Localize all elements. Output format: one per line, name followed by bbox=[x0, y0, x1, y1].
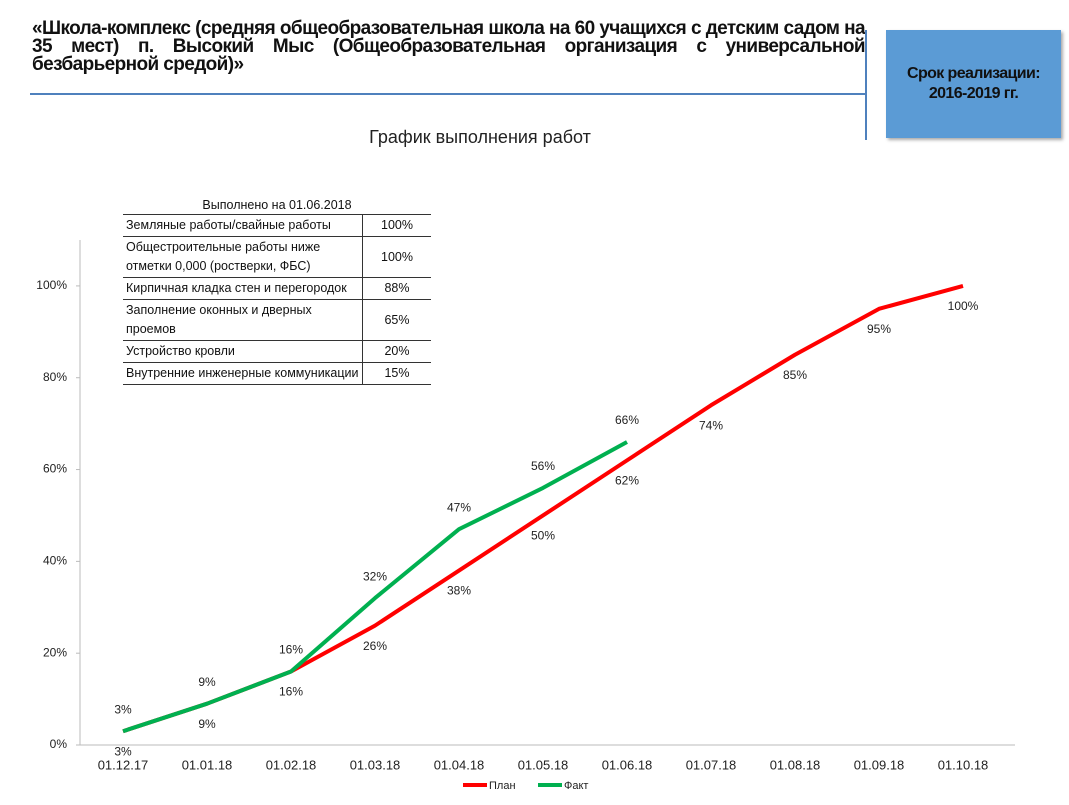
title-divider bbox=[865, 30, 867, 140]
data-label: 95% bbox=[867, 322, 891, 336]
x-tick-label: 01.03.18 bbox=[350, 757, 401, 772]
data-label: 32% bbox=[363, 569, 387, 583]
data-label: 16% bbox=[279, 685, 303, 699]
data-label: 100% bbox=[948, 299, 979, 313]
table: Земляные работы/свайные работы 100% Общест… bbox=[123, 214, 431, 385]
data-label: 9% bbox=[198, 675, 216, 689]
x-tick-label: 01.05.18 bbox=[518, 757, 569, 772]
data-label: 9% bbox=[198, 717, 216, 731]
table-value: 100% bbox=[362, 214, 431, 237]
table-row: Общестроительные работы ниже отметки 0,0… bbox=[123, 236, 431, 278]
data-label: 62% bbox=[615, 474, 639, 488]
y-tick-label: 80% bbox=[43, 370, 67, 384]
data-label: 16% bbox=[279, 643, 303, 657]
table-item: Устройство кровли bbox=[123, 340, 363, 363]
legend-label: Факт bbox=[564, 780, 588, 792]
y-tick-label: 40% bbox=[43, 554, 67, 568]
table-item: Внутренние инженерные коммуникации bbox=[123, 362, 363, 385]
period-box: Срок реализации: 2016-2019 гг. bbox=[886, 30, 1061, 138]
data-label: 66% bbox=[615, 413, 639, 427]
table-item: Общестроительные работы ниже отметки 0,0… bbox=[123, 236, 363, 278]
table-value: 100% bbox=[362, 236, 431, 278]
y-tick-label: 60% bbox=[43, 462, 67, 476]
table-row: Заполнение оконных и дверных проемов 65% bbox=[123, 299, 431, 341]
table-value: 88% bbox=[362, 277, 431, 300]
data-label: 85% bbox=[783, 368, 807, 382]
table-item: Кирпичная кладка стен и перегородок bbox=[123, 277, 363, 300]
data-label: 56% bbox=[531, 459, 555, 473]
series-line bbox=[122, 440, 628, 734]
data-label: 38% bbox=[447, 584, 471, 598]
x-tick-label: 01.01.18 bbox=[182, 757, 233, 772]
x-tick-label: 01.10.18 bbox=[938, 757, 989, 772]
y-tick-label: 0% bbox=[50, 737, 68, 751]
y-tick-label: 20% bbox=[43, 645, 67, 659]
table-title: Выполнено на 01.06.2018 bbox=[202, 198, 352, 212]
x-tick-label: 01.04.18 bbox=[434, 757, 485, 772]
title-underline bbox=[30, 93, 866, 95]
x-tick-label: 01.06.18 bbox=[602, 757, 653, 772]
x-tick-label: 01.12.17 bbox=[98, 757, 149, 772]
table-item: Заполнение оконных и дверных проемов bbox=[123, 299, 363, 341]
table-row: Внутренние инженерные коммуникации 15% bbox=[123, 362, 431, 385]
table-value: 65% bbox=[362, 299, 431, 341]
table-row: Кирпичная кладка стен и перегородок 88% bbox=[123, 277, 431, 300]
table-value: 20% bbox=[362, 340, 431, 363]
data-label: 3% bbox=[114, 702, 132, 716]
y-tick-label: 100% bbox=[36, 278, 67, 292]
table-row: Устройство кровли 20% bbox=[123, 340, 431, 363]
x-tick-label: 01.07.18 bbox=[686, 757, 737, 772]
table-item: Земляные работы/свайные работы bbox=[123, 214, 363, 237]
x-tick-label: 01.08.18 bbox=[770, 757, 821, 772]
slide-title: «Школа-комплекс (средняя общеобразовател… bbox=[32, 18, 866, 75]
table-row: Земляные работы/свайные работы 100% bbox=[123, 214, 431, 237]
data-label: 50% bbox=[531, 529, 555, 543]
data-label: 47% bbox=[447, 500, 471, 514]
data-label: 3% bbox=[114, 744, 132, 758]
chart-title: График выполнения работ bbox=[369, 127, 591, 147]
progress-table: Выполнено на 01.06.2018 Земляные работы/… bbox=[123, 196, 431, 385]
data-label: 26% bbox=[363, 639, 387, 653]
x-tick-label: 01.09.18 bbox=[854, 757, 905, 772]
data-label: 74% bbox=[699, 418, 723, 432]
table-value: 15% bbox=[362, 362, 431, 385]
x-tick-label: 01.02.18 bbox=[266, 757, 317, 772]
legend-label: План bbox=[489, 780, 516, 792]
